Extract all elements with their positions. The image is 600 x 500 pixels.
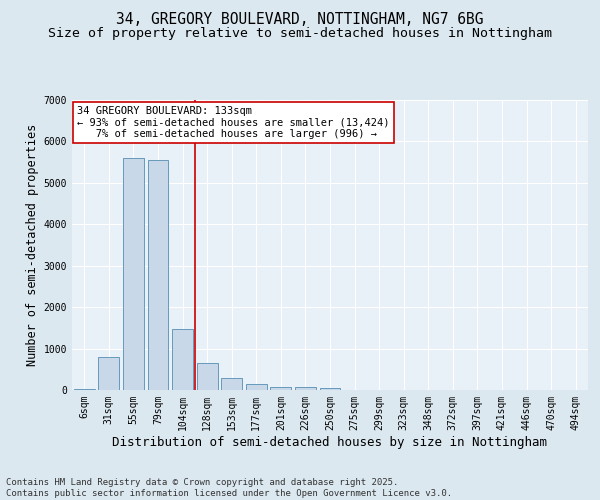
- Text: Size of property relative to semi-detached houses in Nottingham: Size of property relative to semi-detach…: [48, 28, 552, 40]
- Bar: [197, 363, 218, 390]
- Bar: [74, 389, 95, 390]
- Text: 34 GREGORY BOULEVARD: 133sqm
← 93% of semi-detached houses are smaller (13,424)
: 34 GREGORY BOULEVARD: 133sqm ← 93% of se…: [77, 106, 389, 139]
- Text: 34, GREGORY BOULEVARD, NOTTINGHAM, NG7 6BG: 34, GREGORY BOULEVARD, NOTTINGHAM, NG7 6…: [116, 12, 484, 28]
- Bar: [271, 386, 292, 390]
- Bar: [320, 388, 340, 390]
- Bar: [123, 158, 144, 390]
- Y-axis label: Number of semi-detached properties: Number of semi-detached properties: [26, 124, 40, 366]
- Bar: [221, 378, 242, 390]
- Bar: [98, 357, 119, 390]
- Bar: [246, 384, 267, 390]
- X-axis label: Distribution of semi-detached houses by size in Nottingham: Distribution of semi-detached houses by …: [113, 436, 548, 448]
- Bar: [148, 160, 169, 390]
- Bar: [172, 328, 193, 390]
- Text: Contains HM Land Registry data © Crown copyright and database right 2025.
Contai: Contains HM Land Registry data © Crown c…: [6, 478, 452, 498]
- Bar: [295, 387, 316, 390]
